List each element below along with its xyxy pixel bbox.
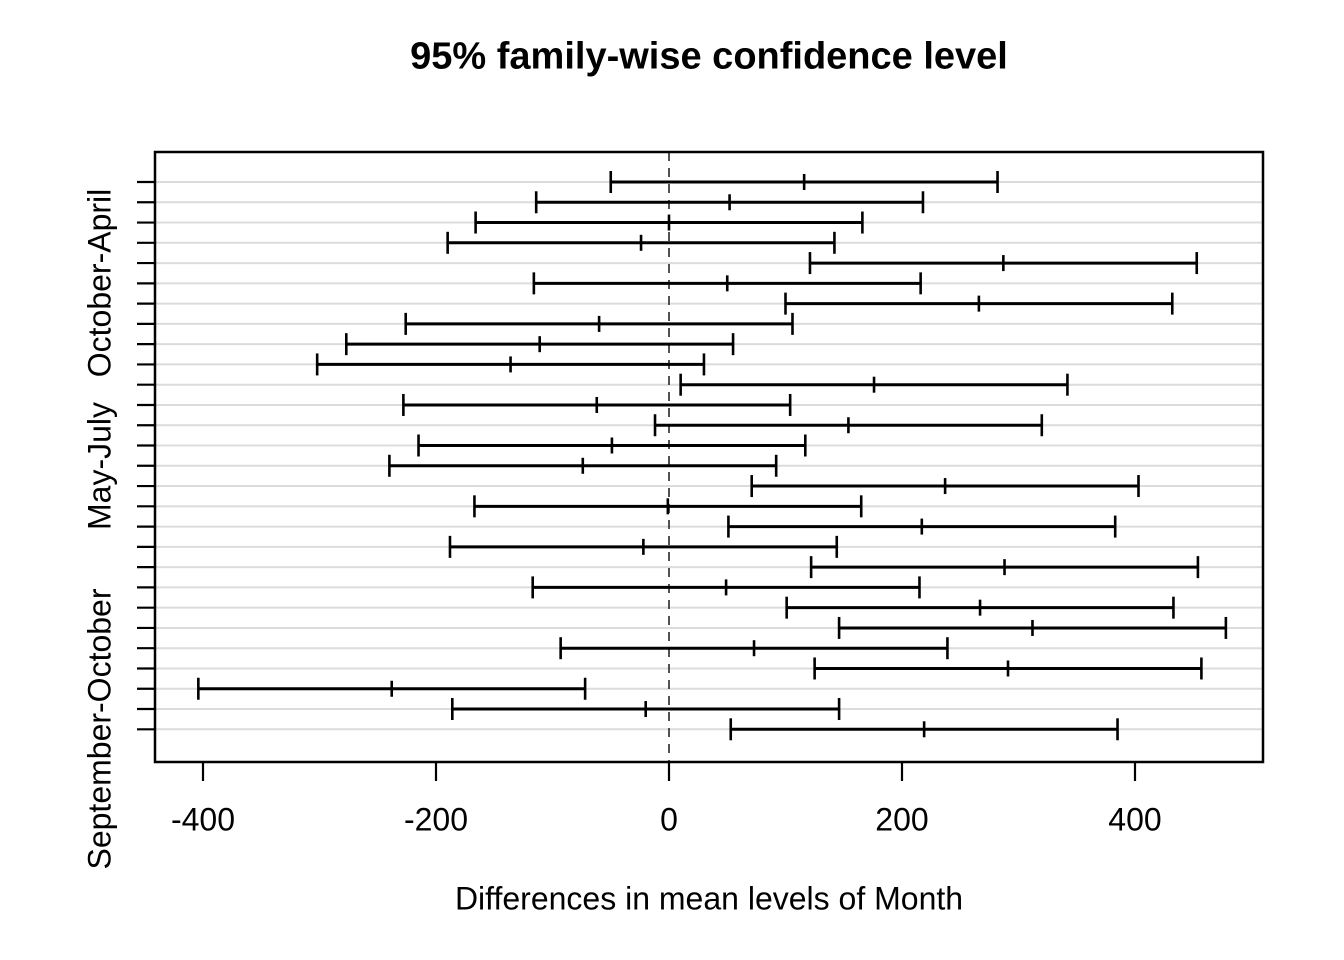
x-axis-title: Differences in mean levels of Month bbox=[454, 880, 964, 917]
plot-frame bbox=[153, 150, 1265, 764]
x-tick-label: 0 bbox=[660, 801, 678, 838]
chart-title: 95% family-wise confidence level bbox=[410, 35, 1008, 78]
x-tick-label: 400 bbox=[1108, 801, 1162, 838]
x-tick-label: 200 bbox=[875, 801, 929, 838]
x-tick-label: -200 bbox=[403, 801, 469, 838]
x-tick-label: -400 bbox=[170, 801, 236, 838]
y-axis-label: September-October bbox=[81, 588, 118, 870]
y-axis-label: October-April bbox=[81, 189, 118, 378]
y-axis-label: May-July bbox=[81, 401, 118, 530]
